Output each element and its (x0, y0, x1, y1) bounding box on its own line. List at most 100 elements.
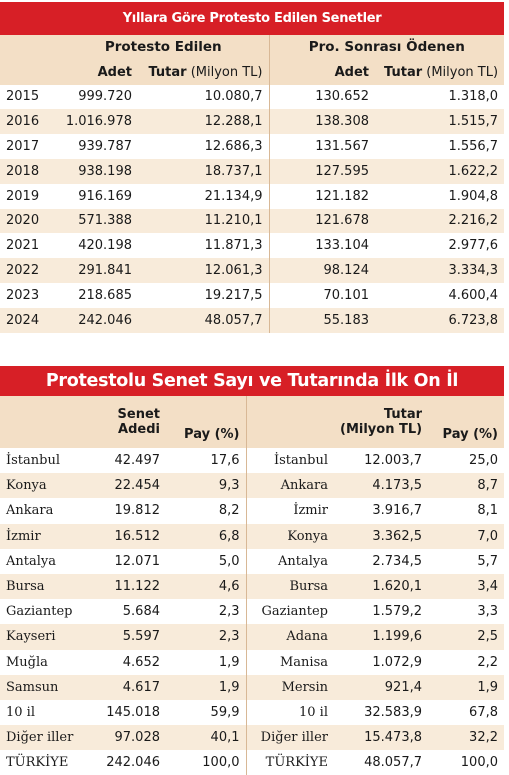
year-cell: 2020 (0, 208, 58, 234)
pay-cell-2: 100,0 (428, 750, 504, 775)
senet-adedi-cell: 16.512 (86, 523, 166, 549)
province-cell: Kayseri (0, 624, 86, 650)
pay-cell-2: 7,0 (428, 523, 504, 549)
tutar-cell: 21.134,9 (138, 183, 269, 209)
province-cell-2: Konya (245, 523, 334, 549)
pay-cell-2: 2,5 (428, 624, 504, 650)
province-cell-2: Adana (245, 624, 334, 650)
table1-body: 2015 999.720 10.080,7 130.652 1.318,0 2016 1.0… (0, 84, 505, 333)
tutar-cell: 12.686,3 (138, 134, 269, 159)
tutar-cell: 18.737,1 (138, 158, 269, 184)
tutar-cell: 1.072,9 (334, 649, 428, 675)
header-pay-1: Pay (%) (166, 396, 246, 448)
tutar-cell: 10.080,7 (138, 84, 269, 110)
header-pay-2: Pay (%) (428, 396, 504, 448)
tutar-cell: 12.003,7 (334, 448, 428, 474)
table-row: Bursa 11.122 4,6 Bursa 1.620,1 3,4 (0, 573, 504, 600)
table-row: Kayseri 5.597 2,3 Adana 1.199,6 2,5 (0, 624, 504, 650)
pay-cell-2: 3,3 (428, 599, 504, 625)
province-cell: 10 il (0, 699, 86, 726)
odenen-tutar-cell: 6.723,8 (375, 307, 505, 333)
table-row: 2023 218.685 19.217,5 70.101 4.600,4 (0, 282, 505, 308)
odenen-adet-cell: 131.567 (268, 134, 375, 159)
odenen-tutar-cell: 1.318,0 (375, 84, 505, 110)
group-pro-sonrasi-odenen: Pro. Sonrası Ödenen (268, 35, 505, 60)
senet-adedi-cell: 97.028 (86, 725, 166, 751)
senet-adedi-cell: 11.122 (86, 573, 166, 600)
col-tutar: Tutar (Milyon TL) (138, 59, 269, 85)
odenen-adet-cell: 127.595 (268, 158, 375, 184)
province-cell: Ankara (0, 498, 86, 524)
pay-cell: 100,0 (166, 750, 246, 775)
tutar-cell: 1.199,6 (334, 624, 428, 650)
province-cell-2: Mersin (245, 674, 334, 700)
top-ten-provinces-table: Protestolu Senet Sayı ve Tutarında İlk O… (0, 366, 504, 775)
year-cell: 2018 (0, 158, 58, 184)
odenen-tutar-cell: 3.334,3 (375, 258, 505, 283)
odenen-adet-cell: 121.182 (268, 183, 375, 209)
table-row: 2024 242.046 48.057,7 55.183 6.723,8 (0, 307, 505, 333)
table-row: İzmir 16.512 6,8 Konya 3.362,5 7,0 (0, 523, 504, 549)
tutar-cell: 11.210,1 (138, 208, 269, 234)
yearly-protest-table: Yıllara Göre Protesto Edilen Senetler Pr… (0, 2, 505, 333)
pay-cell: 2,3 (166, 599, 246, 625)
province-cell-2: Ankara (245, 473, 334, 499)
pay-cell: 1,9 (166, 649, 246, 675)
adet-cell: 938.198 (58, 158, 138, 184)
senet-adedi-cell: 242.046 (86, 750, 166, 775)
pay-cell: 1,9 (166, 674, 246, 700)
table-row: 2018 938.198 18.737,1 127.595 1.622,2 (0, 158, 505, 184)
province-cell: Bursa (0, 573, 86, 600)
table-row: Konya 22.454 9,3 Ankara 4.173,5 8,7 (0, 473, 504, 499)
tutar-cell: 11.871,3 (138, 233, 269, 259)
table-row: Samsun 4.617 1,9 Mersin 921,4 1,9 (0, 674, 504, 700)
pay-cell-2: 32,2 (428, 725, 504, 751)
pay-cell: 59,9 (166, 699, 246, 726)
province-cell: Diğer iller (0, 725, 86, 751)
pay-cell-2: 8,7 (428, 473, 504, 499)
province-cell-2: Antalya (245, 548, 334, 574)
adet-cell: 291.841 (58, 258, 138, 283)
senet-adedi-cell: 5.597 (86, 624, 166, 650)
odenen-tutar-cell: 1.622,2 (375, 158, 505, 184)
province-cell: Antalya (0, 548, 86, 574)
province-cell: Samsun (0, 674, 86, 700)
tutar-cell: 4.173,5 (334, 473, 428, 499)
table-row: 2017 939.787 12.686,3 131.567 1.556,7 (0, 134, 505, 159)
pay-cell-2: 67,8 (428, 699, 504, 726)
senet-adedi-cell: 145.018 (86, 699, 166, 726)
table-row: Ankara 19.812 8,2 İzmir 3.916,7 8,1 (0, 498, 504, 524)
senet-adedi-cell: 4.617 (86, 674, 166, 700)
pay-cell-2: 25,0 (428, 448, 504, 474)
adet-cell: 242.046 (58, 307, 138, 333)
pay-cell-2: 1,9 (428, 674, 504, 700)
year-cell: 2015 (0, 84, 58, 110)
province-cell-2: Bursa (245, 573, 334, 600)
adet-cell: 939.787 (58, 134, 138, 159)
senet-adedi-cell: 19.812 (86, 498, 166, 524)
table-row: 10 il 145.018 59,9 10 il 32.583,9 67,8 (0, 699, 504, 726)
table2-body: İstanbul 42.497 17,6 İstanbul 12.003,7 25,0 Ko… (0, 448, 504, 775)
year-cell: 2017 (0, 134, 58, 159)
tutar-cell: 1.579,2 (334, 599, 428, 625)
tutar-cell: 12.288,1 (138, 109, 269, 135)
province-cell-2: 10 il (245, 699, 334, 726)
year-cell: 2021 (0, 233, 58, 259)
odenen-tutar-cell: 1.556,7 (375, 134, 505, 159)
tutar-cell: 15.473,8 (334, 725, 428, 751)
pay-cell-2: 8,1 (428, 498, 504, 524)
tutar-cell: 3.916,7 (334, 498, 428, 524)
senet-adedi-cell: 4.652 (86, 649, 166, 675)
pay-cell: 6,8 (166, 523, 246, 549)
province-cell-2: Diğer iller (245, 725, 334, 751)
year-cell: 2016 (0, 109, 58, 135)
adet-cell: 916.169 (58, 183, 138, 209)
pay-cell: 8,2 (166, 498, 246, 524)
province-cell-2: Manisa (245, 649, 334, 675)
tutar-cell: 32.583,9 (334, 699, 428, 726)
senet-adedi-cell: 12.071 (86, 548, 166, 574)
table-row: İstanbul 42.497 17,6 İstanbul 12.003,7 25,0 (0, 448, 504, 474)
senet-adedi-cell: 5.684 (86, 599, 166, 625)
adet-cell: 999.720 (58, 84, 138, 110)
pay-cell-2: 2,2 (428, 649, 504, 675)
